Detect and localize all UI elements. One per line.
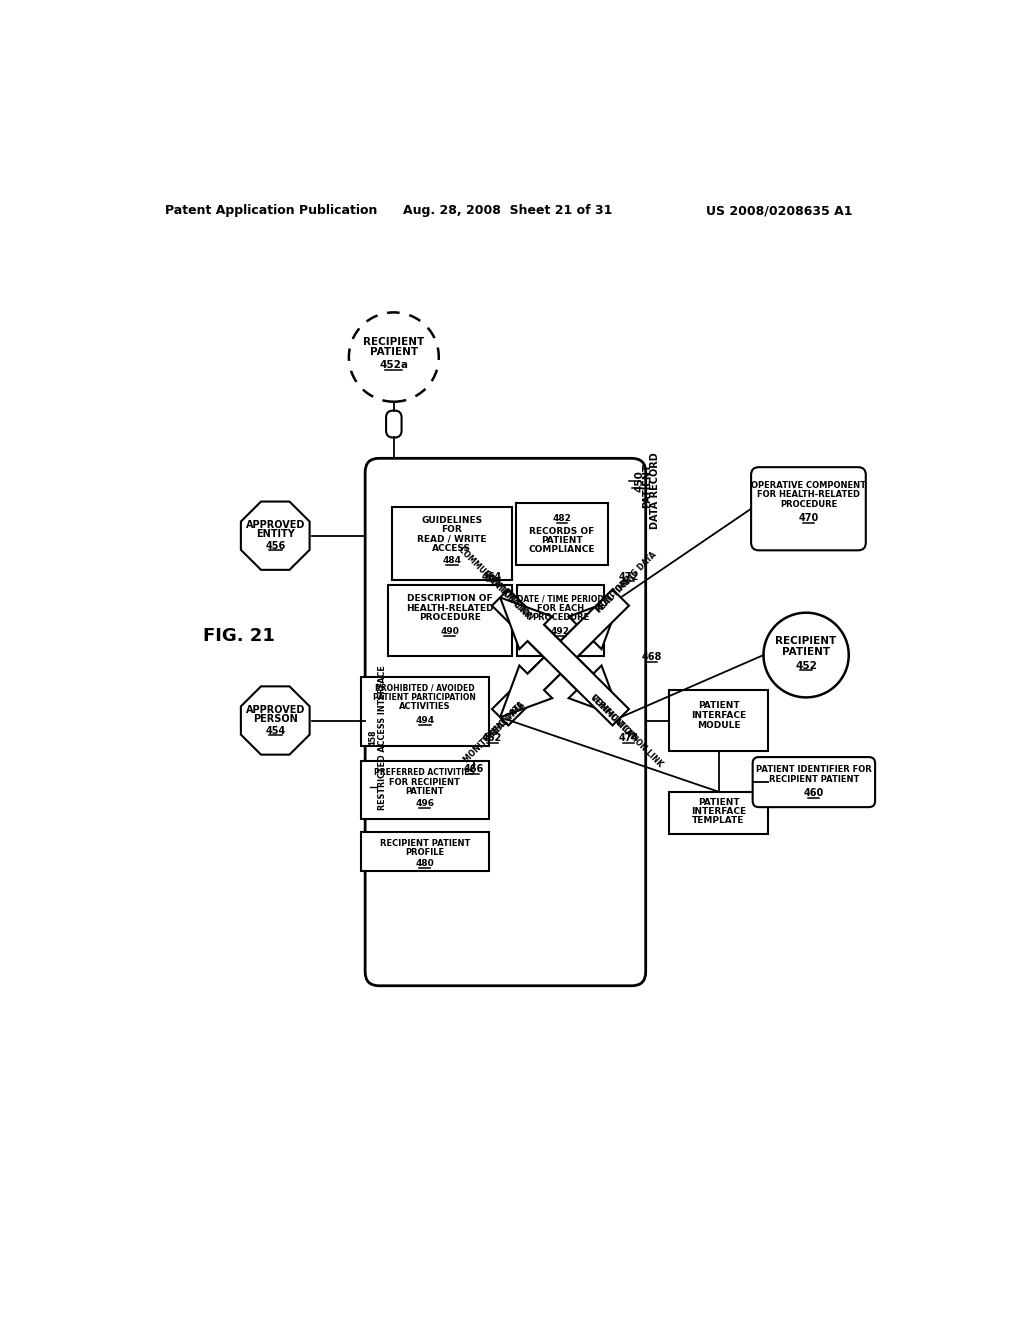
FancyBboxPatch shape	[366, 458, 646, 986]
Text: PROCEDURE: PROCEDURE	[780, 500, 837, 508]
Text: PATIENT: PATIENT	[642, 463, 652, 508]
Text: 490: 490	[440, 627, 459, 636]
Bar	[517, 585, 604, 656]
Bar	[669, 792, 768, 834]
Text: 482: 482	[553, 515, 571, 523]
Text: TEMPLATE: TEMPLATE	[692, 816, 744, 825]
Text: MONITORING DATA: MONITORING DATA	[463, 700, 526, 764]
Text: PATIENT IDENTIFIER FOR: PATIENT IDENTIFIER FOR	[756, 766, 871, 775]
FancyBboxPatch shape	[753, 758, 876, 807]
Text: RESTRICTED ACCESS INTERFACE: RESTRICTED ACCESS INTERFACE	[378, 665, 387, 809]
Text: 460: 460	[804, 788, 824, 797]
Text: OPERATIVE COMPONENT: OPERATIVE COMPONENT	[751, 482, 866, 490]
Text: RECORDS OF: RECORDS OF	[529, 527, 595, 536]
Polygon shape	[492, 589, 621, 717]
Text: DESCRIPTION OF: DESCRIPTION OF	[407, 594, 493, 603]
Polygon shape	[241, 686, 309, 755]
Text: DATE / TIME PERIOD: DATE / TIME PERIOD	[517, 594, 604, 603]
Circle shape	[764, 612, 849, 697]
Text: MODULE: MODULE	[696, 721, 740, 730]
Text: 472: 472	[618, 572, 639, 582]
Text: PATIENT: PATIENT	[370, 347, 418, 356]
Text: PATIENT: PATIENT	[542, 536, 583, 545]
Text: PROHIBITED / AVOIDED: PROHIBITED / AVOIDED	[375, 684, 475, 693]
Text: 494: 494	[416, 715, 434, 725]
Text: 466: 466	[464, 764, 483, 774]
Bar	[360, 677, 488, 746]
Bar	[360, 760, 488, 818]
Bar	[516, 503, 607, 565]
Text: APPROVED: APPROVED	[246, 520, 305, 529]
Bar	[360, 832, 488, 871]
Text: GUIDELINES: GUIDELINES	[422, 516, 482, 525]
Text: RECIPIENT: RECIPIENT	[775, 636, 837, 647]
Text: 456: 456	[265, 541, 286, 550]
Bar	[388, 585, 512, 656]
Text: PROFILE: PROFILE	[406, 849, 444, 858]
Text: DATA RECORD: DATA RECORD	[650, 453, 660, 529]
Text: REAL-TIME: REAL-TIME	[488, 700, 527, 738]
Text: RECIPIENT PATIENT: RECIPIENT PATIENT	[769, 775, 859, 784]
Text: 470: 470	[799, 513, 818, 523]
Text: 474: 474	[618, 733, 639, 743]
Text: 484: 484	[442, 556, 462, 565]
Bar	[392, 507, 512, 579]
FancyBboxPatch shape	[751, 467, 866, 550]
Text: Patent Application Publication: Patent Application Publication	[165, 205, 378, 218]
Bar	[669, 690, 768, 751]
Text: REAL-TIME: REAL-TIME	[594, 577, 632, 615]
Text: RECIPIENT PATIENT: RECIPIENT PATIENT	[380, 840, 470, 849]
Text: 464: 464	[482, 572, 503, 582]
Text: PATIENT: PATIENT	[697, 797, 739, 807]
Text: PATIENT: PATIENT	[782, 647, 830, 657]
Polygon shape	[492, 598, 621, 726]
Text: 492: 492	[551, 627, 570, 636]
Text: Aug. 28, 2008  Sheet 21 of 31: Aug. 28, 2008 Sheet 21 of 31	[403, 205, 612, 218]
Text: FOR RECIPIENT: FOR RECIPIENT	[389, 777, 460, 787]
Text: APPROVED: APPROVED	[246, 705, 305, 714]
Text: ENTITY: ENTITY	[256, 529, 295, 539]
Text: COMMUNICATION LINK: COMMUNICATION LINK	[589, 693, 665, 768]
Text: HEALTH-RELATED: HEALTH-RELATED	[406, 603, 494, 612]
Text: INTERFACE: INTERFACE	[691, 710, 746, 719]
Text: FOR HEALTH-RELATED: FOR HEALTH-RELATED	[757, 491, 860, 499]
Text: 452a: 452a	[379, 360, 409, 370]
Polygon shape	[241, 502, 309, 570]
Text: PATIENT: PATIENT	[697, 701, 739, 710]
Text: READ / WRITE: READ / WRITE	[417, 535, 486, 544]
Text: PERSON: PERSON	[253, 714, 298, 723]
Text: 454: 454	[265, 726, 286, 735]
Text: FIG. 21: FIG. 21	[203, 627, 274, 644]
Text: COMMUNICATION LINK: COMMUNICATION LINK	[457, 545, 532, 620]
Polygon shape	[500, 598, 629, 726]
Polygon shape	[500, 589, 629, 717]
Text: VERIFICATION: VERIFICATION	[589, 693, 638, 742]
Text: 480: 480	[416, 859, 434, 869]
Text: PREFERRED ACTIVITIES: PREFERRED ACTIVITIES	[375, 768, 475, 777]
Text: 468: 468	[642, 652, 663, 663]
Text: 458: 458	[370, 729, 378, 746]
FancyBboxPatch shape	[386, 411, 401, 437]
Text: PATIENT: PATIENT	[406, 787, 444, 796]
Text: INTERFACE: INTERFACE	[691, 807, 746, 816]
Text: MONITORING DATA: MONITORING DATA	[594, 550, 658, 615]
Text: 462: 462	[482, 733, 503, 743]
Text: ACTIVITIES: ACTIVITIES	[399, 702, 451, 711]
Text: PATIENT PARTICIPATION: PATIENT PARTICIPATION	[374, 693, 476, 702]
Text: CONFIRMATION: CONFIRMATION	[481, 569, 535, 623]
Text: FOR: FOR	[441, 525, 462, 535]
Text: PROCEDURE: PROCEDURE	[419, 612, 480, 622]
Text: COMPLIANCE: COMPLIANCE	[528, 545, 595, 554]
Text: ACCESS: ACCESS	[432, 544, 471, 553]
Text: US 2008/0208635 A1: US 2008/0208635 A1	[706, 205, 852, 218]
Text: PROCEDURE: PROCEDURE	[531, 612, 589, 622]
Text: 450: 450	[635, 470, 644, 492]
Text: RECIPIENT: RECIPIENT	[364, 337, 425, 347]
Text: 496: 496	[416, 799, 434, 808]
Circle shape	[349, 313, 438, 401]
Text: 452: 452	[796, 661, 817, 671]
Text: FOR EACH: FOR EACH	[537, 603, 584, 612]
